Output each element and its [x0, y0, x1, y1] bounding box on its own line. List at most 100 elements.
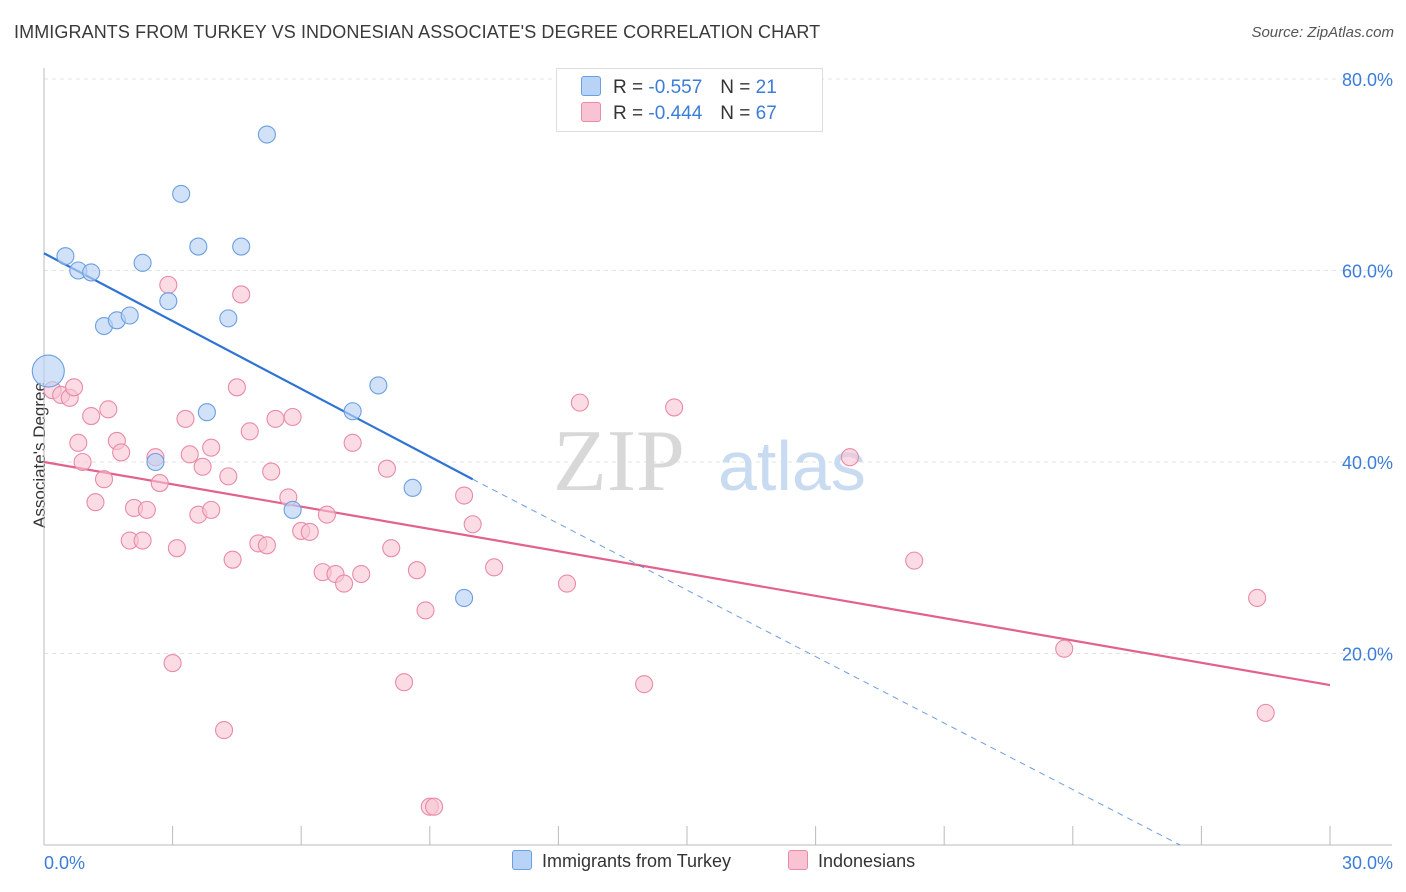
indonesian-point	[240, 422, 259, 441]
turkey-point	[197, 403, 216, 422]
indonesian-point	[202, 438, 221, 457]
indonesian-point	[463, 515, 482, 534]
stats-legend: R = -0.557 N = 21 R = -0.444 N = 67	[556, 68, 823, 132]
indonesian-point	[283, 407, 302, 427]
turkey-point	[31, 354, 65, 388]
watermark-atlas: atlas	[718, 427, 866, 505]
turkey-n-value: 21	[755, 77, 777, 98]
indonesian-point	[64, 378, 84, 397]
y-tick-label: 20.0%	[1342, 645, 1393, 665]
indonesian-point	[395, 673, 414, 692]
watermark: ZIP atlas	[553, 413, 866, 510]
turkey-point	[343, 402, 362, 421]
turkey-point	[232, 237, 251, 256]
indonesian-point	[266, 409, 285, 428]
indonesian-point	[635, 675, 654, 694]
turkey-point	[56, 247, 75, 266]
indonesian-point	[317, 505, 336, 524]
indonesian-point	[382, 539, 401, 558]
turkey-point	[120, 306, 139, 325]
x-tick-label: 30.0%	[1342, 853, 1393, 873]
indonesian-point	[219, 467, 238, 486]
indonesian-point	[133, 531, 152, 550]
y-tick-label: 40.0%	[1342, 453, 1393, 473]
indonesian-point	[193, 457, 212, 476]
turkey-trend-extension	[472, 478, 1181, 846]
indonesian-point	[416, 601, 435, 620]
indonesian-r-value: -0.444	[648, 103, 703, 124]
indonesian-point	[232, 285, 251, 304]
turkey-point	[146, 452, 165, 472]
indonesian-point	[82, 406, 101, 426]
indonesian-point	[335, 574, 354, 593]
turkey-point	[455, 588, 474, 608]
legend-indonesian-swatch	[788, 850, 808, 870]
turkey-point	[219, 309, 238, 328]
indonesian-point	[163, 654, 182, 673]
turkey-point	[283, 500, 302, 519]
indonesian-n-value: 67	[755, 103, 777, 124]
indonesian-point	[112, 443, 131, 462]
turkey-point	[189, 237, 208, 256]
indonesian-point	[223, 550, 242, 569]
indonesian-point	[214, 721, 234, 740]
indonesian-point	[1256, 703, 1275, 722]
indonesian-point	[485, 558, 504, 577]
legend-item-turkey: Immigrants from Turkey	[512, 850, 731, 872]
tick-labels: 20.0% 40.0% 60.0% 80.0% 0.0% 30.0%	[44, 70, 1393, 873]
indonesian-point	[570, 393, 589, 412]
data-points	[31, 125, 1275, 816]
legend-item-indonesians: Indonesians	[788, 850, 915, 872]
indonesian-point	[99, 400, 118, 419]
axes	[43, 68, 1392, 846]
indonesian-point	[557, 574, 577, 593]
indonesian-point	[257, 536, 276, 555]
turkey-point	[133, 253, 152, 272]
turkey-point	[403, 478, 422, 497]
turkey-point	[82, 263, 101, 282]
indonesian-point	[665, 398, 684, 417]
indonesian-point	[1248, 588, 1267, 608]
indonesian-swatch	[581, 102, 601, 122]
legend-turkey-swatch	[512, 850, 532, 870]
x-tick-label: 0.0%	[44, 853, 85, 873]
indonesian-point	[300, 522, 319, 541]
turkey-point	[257, 125, 276, 144]
indonesian-point	[86, 493, 105, 512]
turkey-r-value: -0.557	[648, 77, 703, 98]
turkey-point	[172, 184, 191, 203]
indonesian-point	[137, 500, 156, 519]
indonesian-point	[905, 551, 924, 570]
indonesian-point	[1055, 639, 1074, 658]
y-tick-label: 80.0%	[1342, 70, 1393, 90]
y-tick-label: 60.0%	[1342, 262, 1393, 282]
indonesian-point	[159, 275, 178, 294]
indonesian-point	[262, 462, 281, 481]
stats-row-indonesian: R = -0.444 N = 67	[581, 102, 777, 128]
indonesian-point	[180, 445, 199, 464]
indonesian-point	[377, 459, 396, 478]
chart-title: IMMIGRANTS FROM TURKEY VS INDONESIAN ASS…	[14, 22, 821, 42]
watermark-zip: ZIP	[553, 413, 685, 510]
indonesian-point	[425, 797, 444, 816]
stats-row-turkey: R = -0.557 N = 21	[581, 76, 777, 102]
indonesian-point	[73, 452, 92, 472]
indonesian-trend-line	[43, 460, 1331, 687]
indonesian-point	[352, 564, 371, 584]
indonesian-point	[150, 474, 169, 493]
turkey-swatch	[581, 76, 601, 96]
indonesian-point	[94, 470, 114, 489]
indonesian-point	[840, 448, 859, 467]
indonesian-point	[167, 539, 186, 558]
turkey-point	[159, 292, 178, 311]
turkey-point	[369, 376, 388, 395]
indonesian-point	[455, 486, 474, 505]
indonesian-point	[343, 433, 362, 452]
indonesian-point	[69, 433, 88, 452]
trend-lines	[43, 252, 1331, 846]
grid-lines	[44, 78, 1392, 654]
source-label: Source: ZipAtlas.com	[1251, 24, 1394, 41]
indonesian-point	[176, 409, 195, 428]
indonesian-point	[407, 561, 426, 580]
turkey-trend-line	[43, 252, 474, 481]
